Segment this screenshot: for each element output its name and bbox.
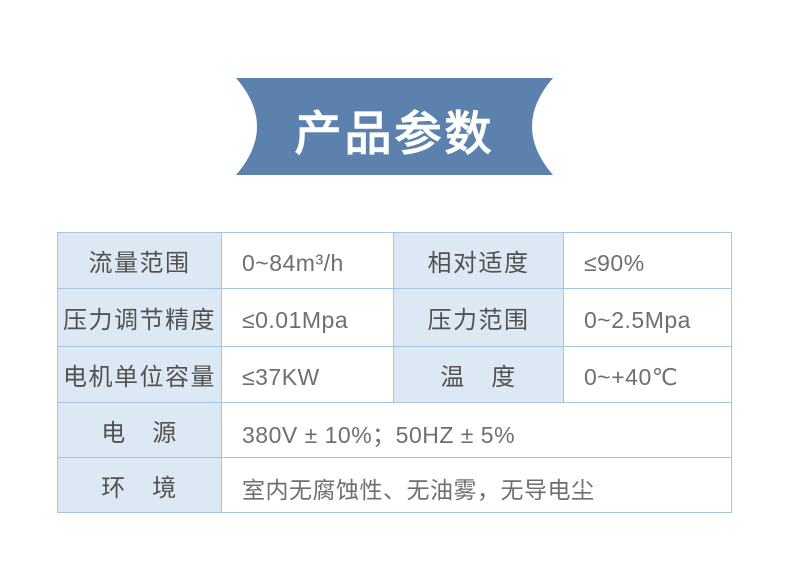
param-value-pressure-precision: ≤0.01Mpa: [222, 289, 394, 347]
param-value-pressure-range: 0~2.5Mpa: [564, 289, 731, 347]
page-title: 产品参数: [294, 107, 495, 160]
param-label-pressure-range: 压力范围: [394, 289, 564, 347]
param-value-motor-capacity: ≤37KW: [222, 347, 394, 403]
param-label-pressure-precision: 压力调节精度: [58, 289, 222, 347]
param-label-motor-capacity: 电机单位容量: [58, 347, 222, 403]
param-label-power-supply: 电 源: [58, 403, 222, 458]
ribbon-banner: 产品参数: [236, 78, 553, 175]
param-value-environment: 室内无腐蚀性、无油雾，无导电尘: [222, 458, 731, 512]
param-label-flow-range: 流量范围: [58, 233, 222, 289]
param-value-temperature: 0~+40℃: [564, 347, 731, 403]
param-label-environment: 环 境: [58, 458, 222, 512]
param-value-relative-humidity: ≤90%: [564, 233, 731, 289]
ribbon-shape-icon: [236, 78, 553, 175]
param-value-power-supply: 380V ± 10%；50HZ ± 5%: [222, 403, 731, 458]
param-value-flow-range: 0~84m³/h: [222, 233, 394, 289]
param-label-relative-humidity: 相对适度: [394, 233, 564, 289]
spec-table: 流量范围 0~84m³/h 相对适度 ≤90% 压力调节精度 ≤0.01Mpa …: [57, 232, 732, 513]
param-label-temperature: 温 度: [394, 347, 564, 403]
